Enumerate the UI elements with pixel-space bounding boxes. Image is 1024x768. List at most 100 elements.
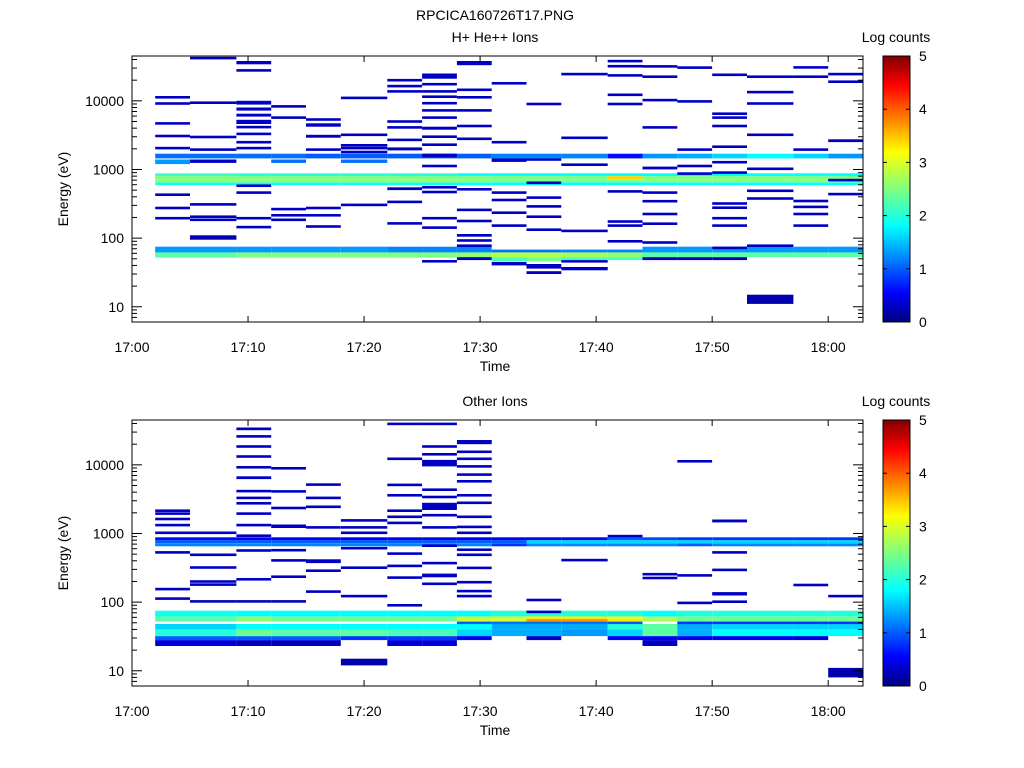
heatmap-cell [387,120,423,123]
y-tick-label: 10000 [85,93,124,109]
heatmap-cell [828,80,863,83]
heatmap-cell [747,197,794,200]
heatmap-cell [387,90,423,93]
heatmap-cell [190,218,237,222]
heatmap-cell [271,624,306,630]
heatmap-cell [422,182,457,186]
heatmap-cell [456,621,492,625]
heatmap-cell [271,540,306,544]
heatmap-cell [422,526,457,529]
heatmap-cell [190,101,237,104]
heatmap-cell [642,572,678,576]
heatmap-cell [607,610,643,617]
heatmap-cell [306,616,341,622]
heatmap-cell [491,257,527,262]
heatmap-cell [491,249,527,253]
colorbar-tick-label: 4 [919,465,927,481]
y-tick-label: 10000 [85,457,124,473]
heatmap-cell [306,483,341,486]
heatmap-cell [828,173,863,177]
heatmap-cell [271,600,306,603]
heatmap-cell [422,544,457,547]
heatmap-cell [387,576,423,579]
heatmap-cell [271,610,306,617]
heatmap-cell [456,494,492,497]
heatmap-cell [236,523,272,527]
heatmap-cell [828,153,863,159]
heatmap-cell [190,583,237,586]
heatmap-cell [387,604,423,607]
heatmap-cell [190,553,237,557]
heatmap-cell [491,82,527,85]
heatmap-cell [561,558,608,562]
heatmap-cell [747,624,794,630]
heatmap-cell [190,203,237,206]
heatmap-cell [607,74,643,77]
heatmap-cell [387,246,423,253]
heatmap-cell [491,616,527,619]
heatmap-cell [340,658,388,666]
heatmap-cell [190,153,237,159]
axes: 17:00 17:10 17:20 17:30 17:40 17:50 18:00 10 100… [85,56,863,355]
heatmap-cell [491,211,527,214]
heatmap-cell [456,515,492,519]
heatmap-cell [271,218,306,222]
heatmap-cell [155,509,190,512]
heatmap-cell [387,636,423,641]
heatmap-cell [387,252,423,258]
heatmap-cell [306,636,341,641]
heatmap-cell [271,153,306,159]
heatmap-cell [491,173,527,177]
heatmap-cell [422,126,457,130]
heatmap-cell [747,176,794,180]
heatmap-cell [793,621,829,625]
heatmap-cell [491,543,527,547]
heatmap-cell [747,90,794,94]
y-tick-label: 1000 [93,161,124,177]
heatmap-cell [271,616,306,622]
heatmap-cell [236,549,272,552]
heatmap-cell [607,102,643,106]
heatmap-cell [236,107,272,111]
heatmap-cell [306,182,341,186]
heatmap-cell [456,244,492,247]
heatmap-cell [190,636,237,641]
heatmap-cell [607,64,643,68]
heatmap-cell [828,537,863,541]
heatmap-cell [422,573,457,578]
heatmap-cell [456,537,492,541]
heatmap-cell [526,249,562,253]
heatmap-cell [642,616,678,619]
heatmap-cell [340,144,388,147]
heatmap-cell [793,583,829,587]
heatmap-cell [491,618,527,622]
heatmap-cell [793,636,829,641]
heatmap-cell [422,502,457,510]
heatmap-cell [828,139,863,143]
heatmap-cell [642,199,678,203]
heatmap-cell [340,540,388,544]
heatmap-cell [306,225,341,228]
heatmap-cell [526,179,562,183]
heatmap-cell [456,624,492,630]
colorbar [882,55,911,323]
heatmap-cell [340,537,388,541]
heatmap-cell [155,523,190,527]
heatmap-cell [793,246,829,253]
y-tick-label: 10 [108,663,124,679]
heatmap-cell [561,618,608,622]
heatmap-cell [422,246,457,253]
heatmap-cell [387,78,423,82]
heatmap-cell [747,153,794,159]
heatmap-cell [712,551,747,554]
heatmap-cell [306,640,341,646]
heatmap-cell [340,629,388,637]
heatmap-cell [456,137,492,141]
heatmap-cell [607,190,643,193]
heatmap-cell [387,537,423,541]
heatmap-cell [236,435,272,438]
heatmap-cell [190,540,237,544]
heatmap-cell [456,594,492,598]
heatmap-cell [561,153,608,159]
x-tick-label: 17:00 [114,339,149,355]
